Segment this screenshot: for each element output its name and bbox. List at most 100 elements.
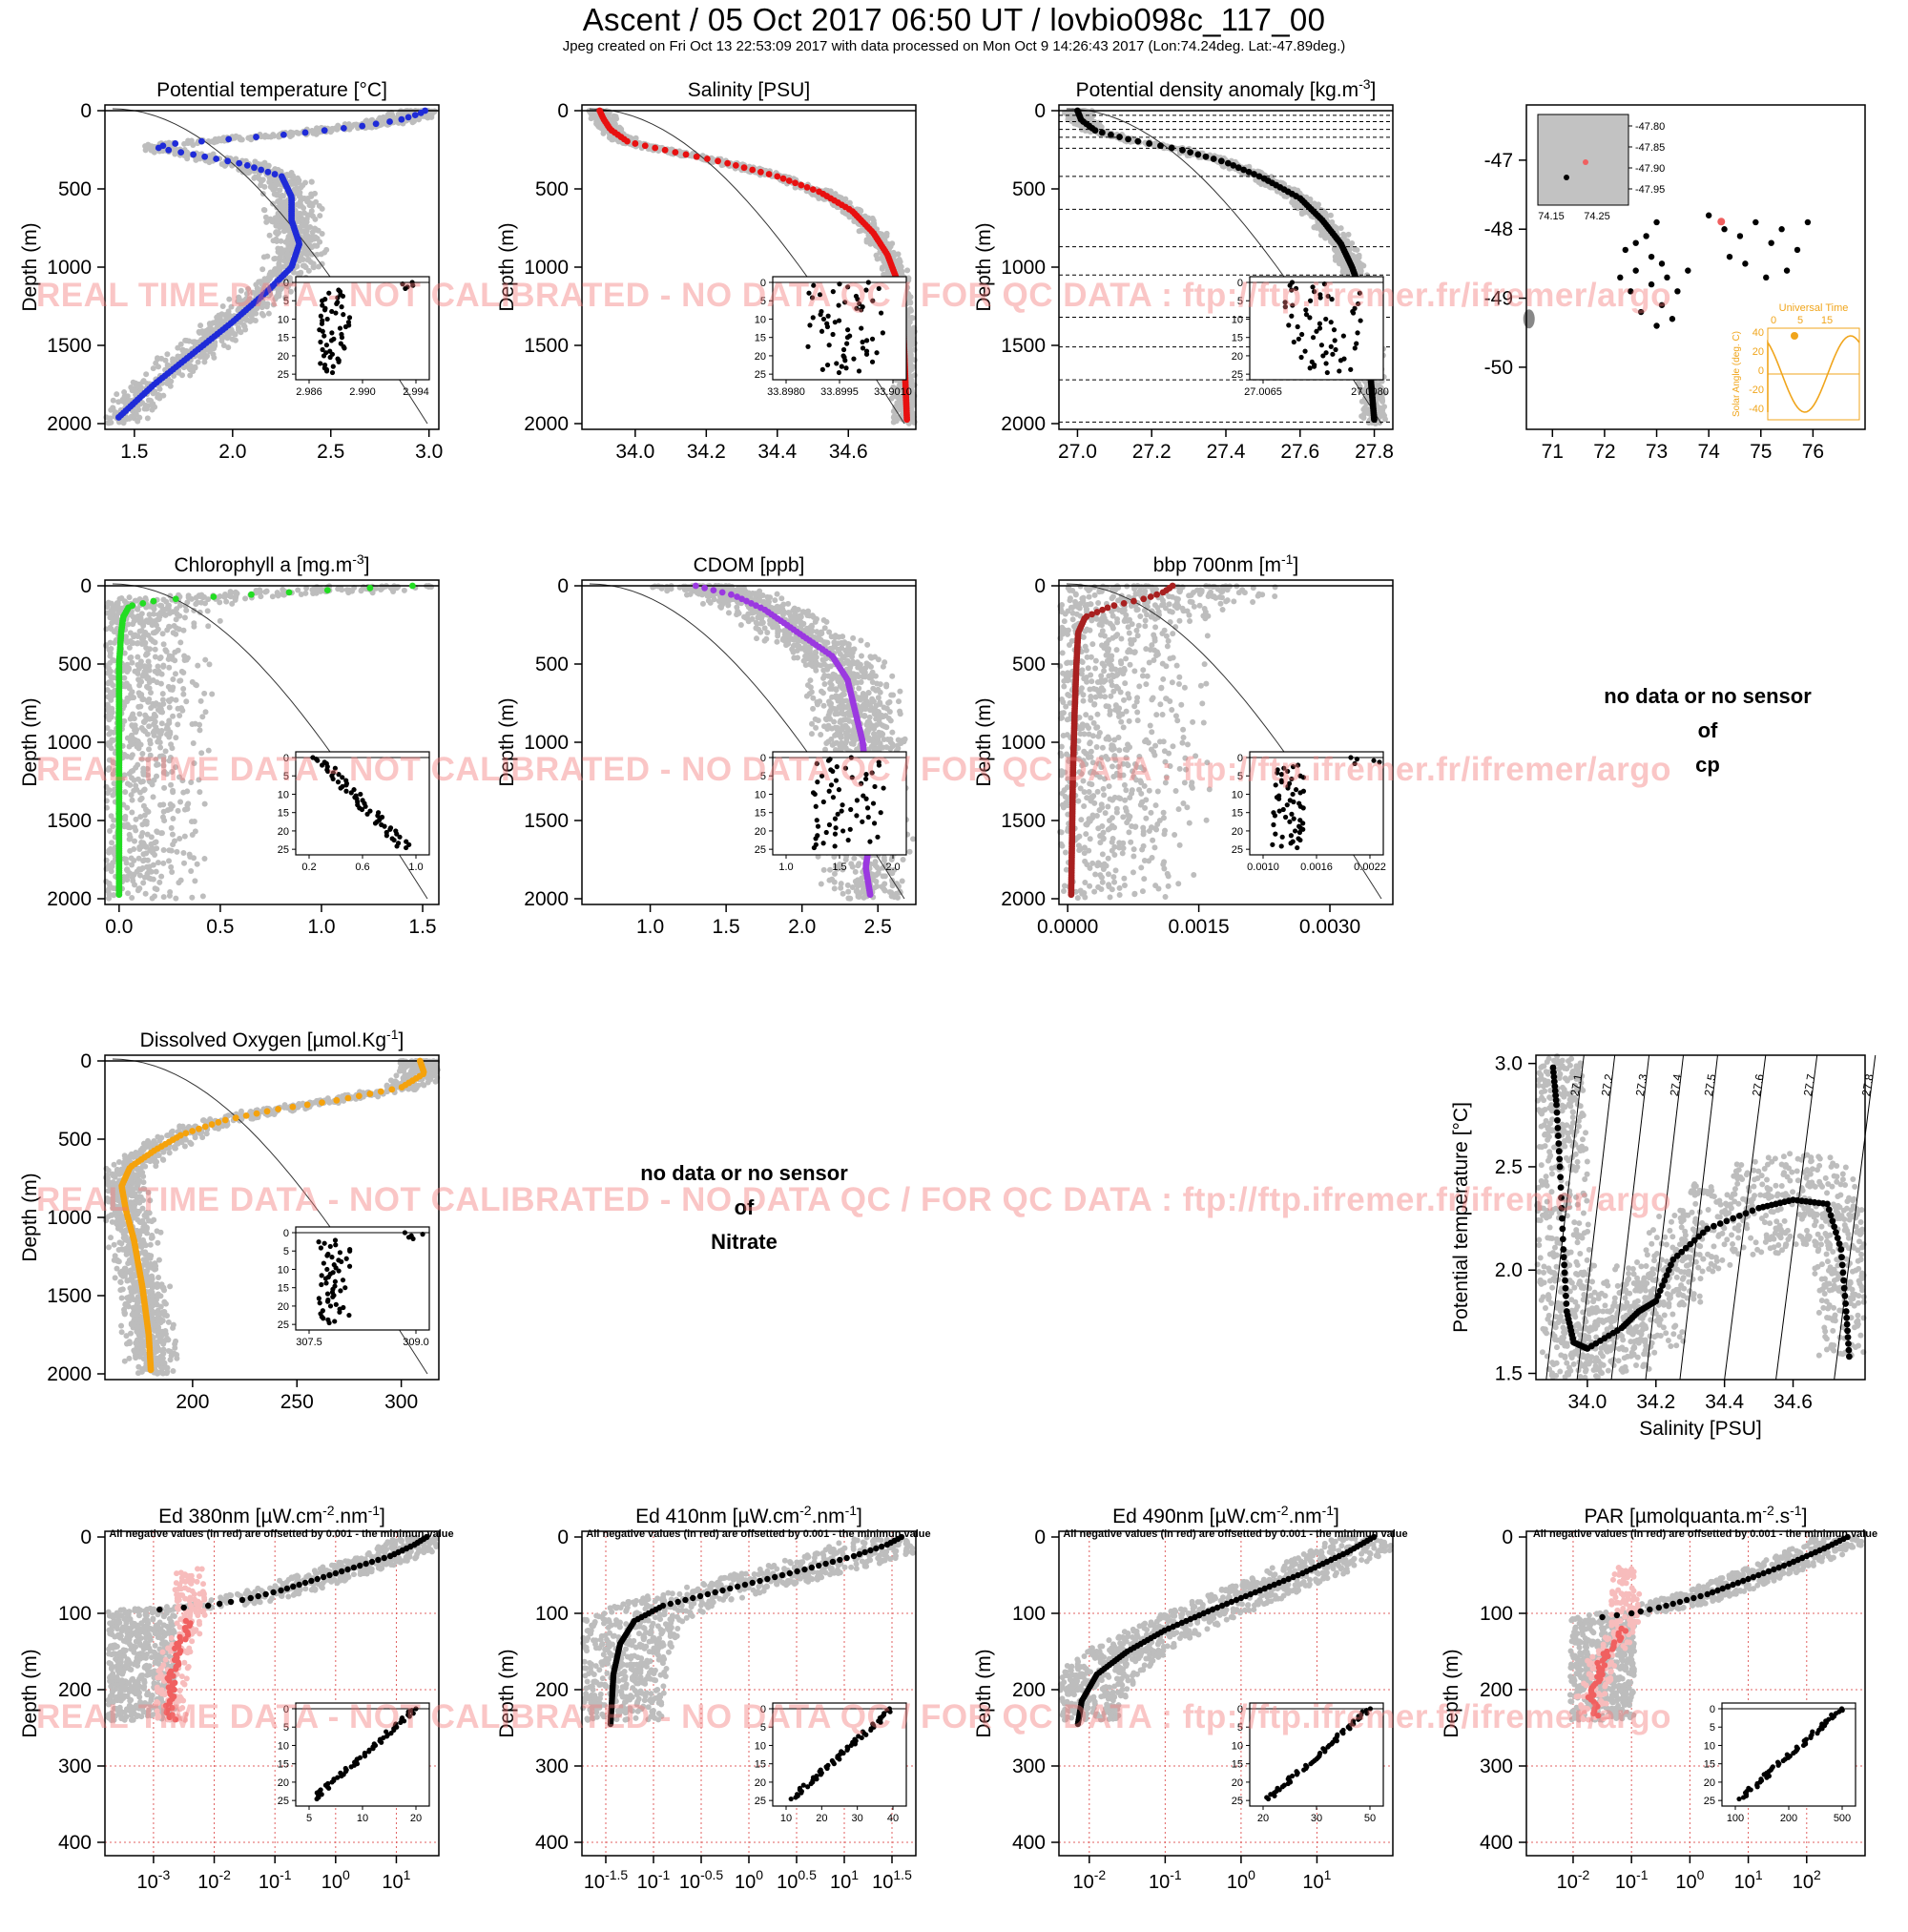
climatology-point xyxy=(909,332,915,338)
profile-point xyxy=(251,164,258,171)
inset-y-tick-label: 15 xyxy=(278,333,289,344)
inset-point xyxy=(1290,302,1295,307)
climatology-point xyxy=(310,213,316,218)
inset-point xyxy=(1323,361,1328,365)
climatology-point xyxy=(129,414,135,420)
climatology-point xyxy=(197,322,203,328)
climatology-point xyxy=(316,129,321,135)
climatology-point xyxy=(274,229,280,235)
page-subtitle: Jpeg created on Fri Oct 13 22:53:09 2017… xyxy=(0,38,1908,54)
profile-point xyxy=(798,182,804,189)
inset-point xyxy=(1307,315,1312,320)
profile-point xyxy=(642,142,649,149)
inset-point xyxy=(879,310,883,315)
climatology-point xyxy=(274,193,280,198)
climatology-point xyxy=(859,228,864,234)
plot-frame xyxy=(582,105,916,429)
inset-point xyxy=(1329,320,1334,324)
climatology-point xyxy=(1357,260,1362,266)
profile-point xyxy=(1134,138,1141,145)
inset-point xyxy=(825,324,830,329)
y-tick-label: 2000 xyxy=(524,413,569,435)
inset-point xyxy=(819,329,824,334)
profile-point xyxy=(1125,135,1131,142)
inset-frame xyxy=(296,277,429,380)
climatology-point xyxy=(232,135,238,141)
climatology-point xyxy=(151,365,156,371)
inset-point xyxy=(1289,314,1294,319)
climatology-point xyxy=(271,238,277,243)
climatology-point xyxy=(233,338,238,343)
climatology-point xyxy=(209,691,215,696)
y-axis-label: Depth (m) xyxy=(973,222,995,311)
inset-point xyxy=(827,343,832,347)
climatology-point xyxy=(309,179,315,185)
climatology-point xyxy=(206,326,212,332)
inset-x-tick-label: 2.994 xyxy=(403,386,429,398)
profile-point xyxy=(236,160,242,167)
profile-point xyxy=(1203,154,1210,160)
inset-y-tick-label: 5 xyxy=(1237,296,1243,307)
x-tick-label: 2.0 xyxy=(218,441,246,463)
inset-x-tick-label: 27.0080 xyxy=(1351,386,1389,398)
climatology-point xyxy=(611,136,616,142)
climatology-point xyxy=(145,415,151,421)
climatology-point xyxy=(252,158,258,164)
inset-point xyxy=(335,295,340,300)
inset-point xyxy=(319,314,323,319)
inset-point xyxy=(870,299,875,303)
inset-point xyxy=(320,322,324,326)
climatology-point xyxy=(211,139,217,145)
inset-point xyxy=(1325,370,1330,375)
x-tick-label: 3.0 xyxy=(415,441,443,463)
climatology-point xyxy=(1341,234,1347,239)
inset-point xyxy=(864,352,869,357)
climatology-point xyxy=(301,205,306,211)
inset-point xyxy=(837,302,841,307)
climatology-point xyxy=(1361,411,1367,417)
climatology-point xyxy=(158,356,164,362)
inset-y-tick-label: 5 xyxy=(760,296,766,307)
inset-point xyxy=(841,347,846,352)
climatology-point xyxy=(613,115,619,121)
inset-point xyxy=(826,314,831,319)
y-tick-label: 2000 xyxy=(1001,413,1046,435)
inset-x-tick-label: 27.0065 xyxy=(1244,386,1282,398)
climatology-point xyxy=(298,270,303,276)
climatology-point xyxy=(238,299,244,304)
inset-y-tick-label: 20 xyxy=(1232,351,1243,363)
climatology-point xyxy=(1382,416,1388,422)
climatology-point xyxy=(1354,247,1359,253)
climatology-point xyxy=(335,123,341,129)
climatology-point xyxy=(156,364,161,369)
inset-point xyxy=(324,368,329,373)
inset-point xyxy=(1312,289,1317,294)
inset-x-tick-label: 2.990 xyxy=(349,386,376,398)
inset-y-tick-label: 10 xyxy=(1232,314,1243,325)
inset-point xyxy=(1311,335,1316,340)
climatology-point xyxy=(880,264,885,270)
profile-point xyxy=(272,171,279,177)
inset-y-tick-label: 25 xyxy=(278,369,289,381)
inset-point xyxy=(1356,301,1360,306)
climatology-point xyxy=(216,313,221,319)
y-tick-label: 1500 xyxy=(524,335,569,357)
inset-point xyxy=(845,335,850,340)
climatology-point xyxy=(249,314,255,320)
profile-point xyxy=(741,164,748,171)
climatology-point xyxy=(317,213,322,218)
inset-x-tick-label: 33.8995 xyxy=(820,386,859,398)
inset-point xyxy=(321,333,326,338)
inset-point xyxy=(331,364,336,369)
x-tick-label: 34.2 xyxy=(687,441,726,463)
climatology-point xyxy=(261,254,267,260)
inset-point xyxy=(833,320,838,324)
climatology-point xyxy=(425,114,430,120)
inset-point xyxy=(859,307,863,312)
inset-point xyxy=(870,337,875,342)
climatology-point xyxy=(146,143,152,149)
climatology-point xyxy=(296,131,301,136)
inset-point xyxy=(1294,286,1298,291)
inset-point xyxy=(870,360,875,364)
